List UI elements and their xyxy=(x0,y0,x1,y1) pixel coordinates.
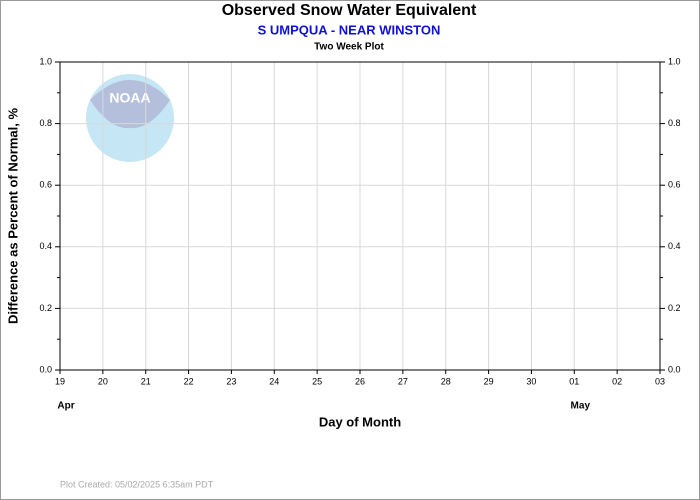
y2-tick-label: 1.0 xyxy=(668,56,681,66)
chart-title: Observed Snow Water Equivalent xyxy=(222,2,477,19)
x-tick-label: 22 xyxy=(184,376,194,386)
month-label: May xyxy=(571,401,591,412)
month-label: Apr xyxy=(57,401,74,412)
y2-tick-label: 0.0 xyxy=(668,364,681,374)
x-tick-label: 02 xyxy=(612,376,622,386)
footer: Plot Created: 05/02/2025 6:35am PDT xyxy=(60,479,214,489)
y-axis-label: Difference as Percent of Normal, % xyxy=(5,108,20,324)
y-tick-label: 0.4 xyxy=(39,241,52,251)
y2-tick-label: 0.6 xyxy=(668,180,681,190)
y-tick-label: 0.2 xyxy=(39,303,52,313)
y-tick-label: 0.8 xyxy=(39,118,52,128)
noaa-logo: NOAA xyxy=(86,74,174,162)
logo-circle xyxy=(86,74,174,162)
x-axis-label: Day of Month xyxy=(319,414,401,429)
y-tick-label: 0.0 xyxy=(39,364,52,374)
x-tick-label: 03 xyxy=(655,376,665,386)
x-tick-label: 01 xyxy=(569,376,579,386)
x-tick-label: 30 xyxy=(526,376,536,386)
x-tick-label: 29 xyxy=(484,376,494,386)
y2-tick-label: 0.2 xyxy=(668,303,681,313)
chart-subtitle: S UMPQUA - NEAR WINSTON xyxy=(258,22,441,37)
x-tick-label: 20 xyxy=(98,376,108,386)
x-tick-label: 28 xyxy=(441,376,451,386)
x-tick-label: 24 xyxy=(269,376,279,386)
x-tick-label: 25 xyxy=(312,376,322,386)
x-tick-label: 26 xyxy=(355,376,365,386)
y-tick-label: 1.0 xyxy=(39,56,52,66)
y-tick-label: 0.6 xyxy=(39,180,52,190)
y2-tick-label: 0.8 xyxy=(668,118,681,128)
x-tick-label: 27 xyxy=(398,376,408,386)
x-tick-label: 21 xyxy=(141,376,151,386)
y2-tick-label: 0.4 xyxy=(668,241,681,251)
logo-text: NOAA xyxy=(109,90,150,106)
x-tick-label: 19 xyxy=(55,376,65,386)
chart-subsubtitle: Two Week Plot xyxy=(314,42,384,53)
plot-area xyxy=(59,61,661,371)
logo-bird xyxy=(90,80,170,129)
x-tick-label: 23 xyxy=(226,376,236,386)
